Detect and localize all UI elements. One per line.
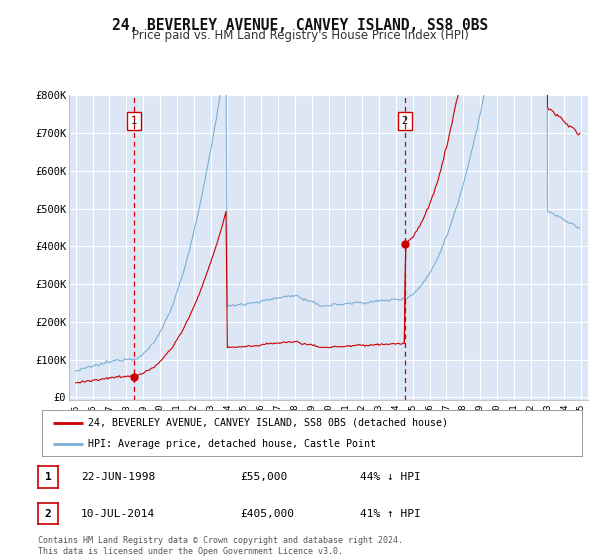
Text: Price paid vs. HM Land Registry's House Price Index (HPI): Price paid vs. HM Land Registry's House … [131, 29, 469, 42]
Text: 24, BEVERLEY AVENUE, CANVEY ISLAND, SS8 0BS (detached house): 24, BEVERLEY AVENUE, CANVEY ISLAND, SS8 … [88, 418, 448, 428]
Text: 24, BEVERLEY AVENUE, CANVEY ISLAND, SS8 0BS: 24, BEVERLEY AVENUE, CANVEY ISLAND, SS8 … [112, 18, 488, 33]
Text: HPI: Average price, detached house, Castle Point: HPI: Average price, detached house, Cast… [88, 439, 376, 449]
Text: 41% ↑ HPI: 41% ↑ HPI [360, 508, 421, 519]
Text: 2: 2 [44, 508, 52, 519]
Text: 44% ↓ HPI: 44% ↓ HPI [360, 472, 421, 482]
Text: 22-JUN-1998: 22-JUN-1998 [81, 472, 155, 482]
Text: Contains HM Land Registry data © Crown copyright and database right 2024.
This d: Contains HM Land Registry data © Crown c… [38, 536, 403, 556]
Text: £55,000: £55,000 [240, 472, 287, 482]
Text: 1: 1 [131, 116, 137, 126]
Text: 10-JUL-2014: 10-JUL-2014 [81, 508, 155, 519]
Text: 1: 1 [44, 472, 52, 482]
Text: £405,000: £405,000 [240, 508, 294, 519]
Text: 2: 2 [402, 116, 408, 126]
